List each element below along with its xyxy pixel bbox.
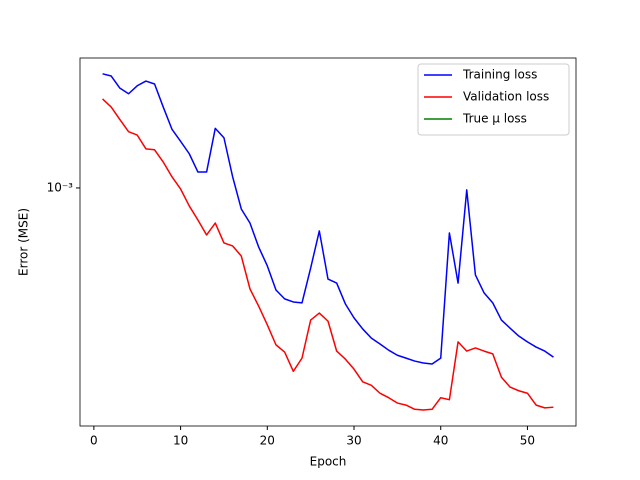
y-axis-label: Error (MSE): [17, 208, 31, 276]
axes-frame: [79, 57, 577, 427]
x-tick-label: 30: [346, 434, 361, 448]
line-series: [102, 98, 554, 411]
legend-label: True μ loss: [462, 112, 527, 126]
x-tick-label: 20: [260, 434, 275, 448]
x-tick-label: 10: [173, 434, 188, 448]
y-tick-label: 10⁻³: [47, 180, 74, 194]
legend-label: Validation loss: [463, 90, 549, 104]
legend-label: Training loss: [462, 68, 537, 82]
line-series: [102, 73, 554, 365]
x-tick-label: 0: [90, 434, 98, 448]
x-tick-label: 40: [433, 434, 448, 448]
legend-box: [417, 63, 570, 136]
x-tick-label: 50: [520, 434, 535, 448]
x-axis-label: Epoch: [310, 455, 347, 469]
